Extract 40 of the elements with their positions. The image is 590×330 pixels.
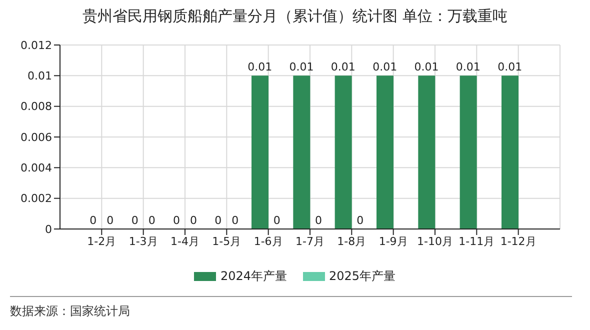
y-tick-label: 0.004 [20, 162, 52, 175]
data-label: 0.01 [330, 60, 356, 74]
y-tick-label: 0.002 [20, 192, 52, 206]
data-label: 0 [173, 214, 180, 227]
data-label: 0.01 [456, 60, 480, 74]
data-label: 0 [90, 214, 97, 227]
y-tick-label: 0 [45, 222, 52, 236]
data-label: 0 [214, 214, 222, 227]
x-tick-label: 1-8月 [337, 234, 366, 248]
x-tick-label: 1-5月 [212, 234, 242, 248]
data-label: 0 [273, 214, 280, 227]
data-label: 0 [315, 214, 322, 227]
x-tick-label: 1-10月 [417, 234, 453, 248]
y-tick-label: 0.01 [28, 70, 52, 83]
y-tick-label: 0.012 [20, 38, 52, 52]
chart-title: 贵州省民用钢质船舶产量分月（累计值）统计图 单位：万载重吨 [82, 7, 508, 26]
data-label: 0 [148, 214, 156, 227]
data-label: 0 [190, 214, 197, 227]
y-tick-label: 0.008 [20, 100, 52, 114]
x-tick-label: 1-12月 [500, 234, 536, 248]
x-tick-label: 1-11月 [458, 234, 495, 248]
x-tick-label: 1-4月 [170, 234, 200, 248]
data-label: 0 [106, 214, 114, 227]
legend-label: 2024年产量 [220, 268, 287, 285]
y-tick-label: 0.006 [20, 130, 52, 144]
data-label: 0.01 [414, 60, 439, 74]
data-label: 0.01 [289, 60, 314, 74]
data-label: 0.01 [498, 60, 522, 74]
x-tick-label: 1-7月 [296, 234, 324, 248]
x-tick-label: 1-9月 [378, 234, 408, 248]
data-label: 0 [356, 214, 364, 227]
data-label: 0 [131, 214, 138, 227]
data-label: 0.01 [248, 60, 272, 74]
data-label: 0 [232, 214, 239, 227]
source-note: 数据来源：国家统计局 [10, 303, 131, 320]
x-tick-label: 1-2月 [87, 234, 116, 248]
data-label: 0.01 [372, 60, 398, 74]
x-tick-label: 1-6月 [254, 234, 283, 248]
legend-label: 2025年产量 [329, 268, 396, 285]
x-tick-label: 1-3月 [128, 234, 158, 248]
